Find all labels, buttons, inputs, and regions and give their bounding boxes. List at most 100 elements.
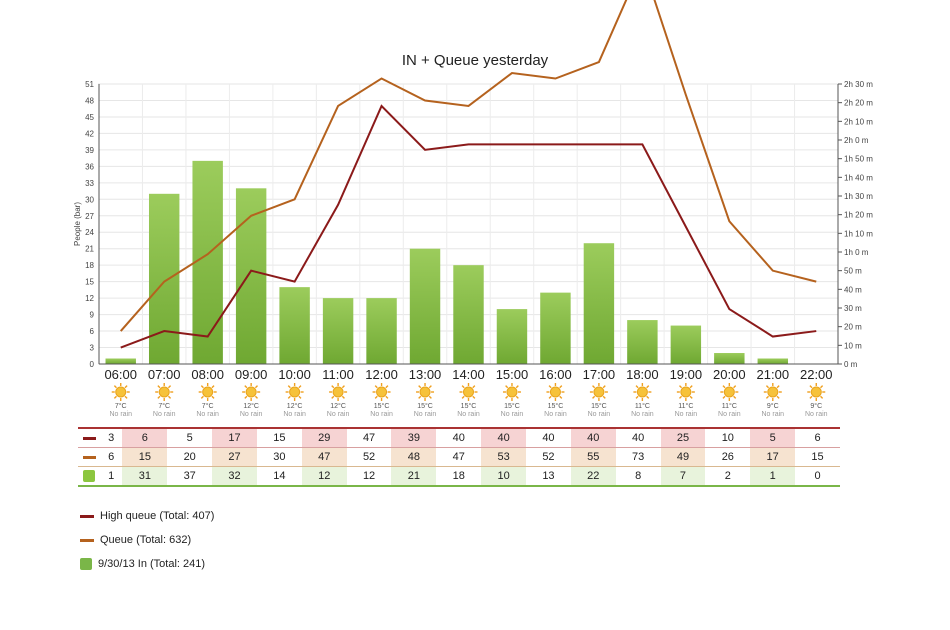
weather-rain: No rain [196, 411, 219, 418]
sun-icon [589, 383, 608, 401]
data-table: 3 6 5 17 15 29 47 39 40 40 40 40 40 25 10 5 6 6 15 20 27 30 47… [78, 427, 840, 487]
sun-ray [385, 395, 389, 399]
weather-temp: 15°C [548, 402, 564, 410]
bar [453, 265, 484, 364]
queue-row: 6 15 20 27 30 47 52 48 47 53 52 55 73 49 26 17 15 [78, 447, 840, 467]
weather-temp: 15°C [417, 402, 433, 410]
weather-rain: No rain [805, 411, 828, 418]
sun-ray [722, 385, 726, 389]
bar [409, 248, 441, 364]
sun-ray [418, 385, 422, 389]
y2-tick-label: 2h 20 m [844, 99, 873, 108]
legend-high-queue: High queue (Total: 407) [80, 510, 214, 522]
y-tick-label: 9 [90, 311, 95, 320]
weather-rain: No rain [588, 411, 611, 418]
table-cell: 73 [615, 447, 661, 467]
table-cell: 15 [795, 447, 840, 467]
weather-temp: 7°C [115, 402, 127, 410]
table-cell: 15 [122, 447, 168, 467]
table-cell: 40 [436, 427, 482, 448]
table-cell: 5 [750, 427, 796, 448]
x-tick-label: 20:00 [713, 367, 746, 382]
sun-disc [332, 386, 344, 398]
sun-disc [115, 386, 127, 398]
sun-ray [678, 385, 683, 389]
x-tick-label: 14:00 [452, 367, 485, 382]
sun-ray [548, 395, 552, 399]
sun-icon [720, 383, 739, 401]
bar [714, 353, 745, 364]
sun-disc [506, 386, 518, 398]
legend-queue: Queue (Total: 632) [80, 534, 191, 546]
weather-temp: 11°C [678, 402, 693, 410]
sun-ray [298, 395, 302, 399]
table-cell: 18 [436, 466, 482, 487]
table-cell: 47 [301, 447, 347, 467]
sun-ray [113, 385, 117, 389]
x-tick-label: 18:00 [626, 367, 659, 382]
sun-ray [298, 385, 302, 389]
table-cell: 25 [660, 427, 706, 448]
sun-ray [765, 395, 770, 399]
weather-rain: No rain [370, 411, 393, 418]
x-tick-label: 10:00 [278, 367, 311, 382]
sun-disc [810, 386, 822, 398]
y-tick-label: 36 [85, 162, 94, 171]
table-cell: 3 [100, 427, 123, 448]
x-tick-label: 12:00 [365, 367, 398, 382]
weather-rain: No rain [457, 411, 480, 418]
queue-line [119, 0, 817, 332]
table-cell: 39 [391, 427, 437, 448]
table-cell: 7 [660, 466, 706, 487]
table-cell: 52 [346, 447, 392, 467]
weather-rain: No rain [501, 411, 524, 418]
x-tick-label: 19:00 [670, 367, 703, 382]
queue-legend-marker [80, 538, 94, 542]
bar [322, 298, 354, 364]
table-cell: 29 [301, 427, 347, 448]
table-cell: 15 [256, 427, 302, 448]
y-tick-label: 39 [85, 146, 94, 155]
weather-temp: 15°C [374, 402, 390, 410]
weather-temp: 11°C [722, 402, 737, 410]
weather-rain: No rain [544, 411, 567, 418]
y2-tick-label: 10 m [844, 341, 862, 350]
y-axis-label: People (bar) [73, 202, 82, 246]
table-cell: 22 [570, 466, 616, 487]
x-tick-label: 13:00 [409, 367, 442, 382]
table-cell: 6 [795, 427, 840, 448]
in-legend-label: 9/30/13 In (Total: 241) [98, 558, 206, 570]
sun-disc [419, 386, 431, 398]
sun-ray [592, 385, 596, 389]
sun-ray [733, 395, 737, 399]
table-cell: 12 [346, 466, 392, 487]
y2-tick-label: 2h 30 m [844, 80, 873, 89]
sun-ray [559, 395, 563, 399]
y-tick-label: 33 [85, 179, 94, 188]
weather-temp: 12°C [287, 402, 303, 410]
bar [627, 320, 658, 364]
y-tick-label: 45 [85, 113, 94, 122]
sun-ray [385, 385, 389, 389]
y2-tick-label: 0 m [844, 360, 858, 369]
y-tick-label: 27 [85, 212, 94, 221]
y2-tick-label: 1h 10 m [844, 229, 873, 238]
weather-temp: 7°C [202, 402, 214, 410]
bar [192, 160, 223, 364]
sun-icon [633, 383, 652, 401]
queue-row-marker-cell [78, 447, 100, 467]
y-tick-label: 15 [85, 278, 94, 287]
y2-tick-label: 1h 0 m [844, 248, 869, 257]
bar [540, 292, 571, 364]
table-cell: 49 [660, 447, 706, 467]
table-cell: 17 [212, 427, 257, 448]
sun-disc [549, 386, 561, 398]
table-cell: 53 [481, 447, 527, 467]
table-cell: 40 [570, 427, 616, 448]
sun-ray [602, 385, 606, 389]
y-tick-label: 30 [85, 195, 94, 204]
sun-icon [763, 383, 782, 401]
sun-ray [602, 395, 606, 399]
y-tick-label: 42 [85, 129, 94, 138]
x-tick-label: 06:00 [104, 367, 137, 382]
